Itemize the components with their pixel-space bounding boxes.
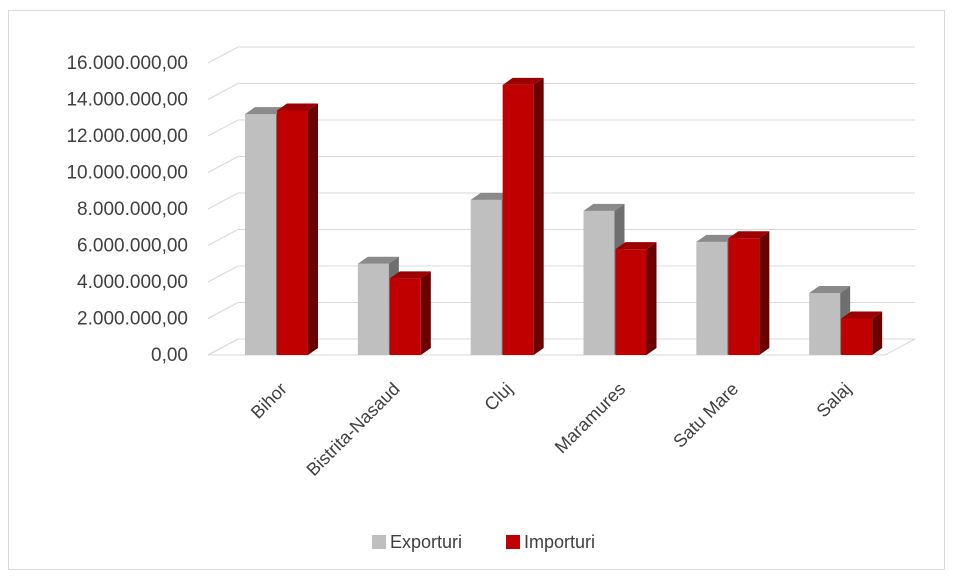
bar-top-face [389,271,431,279]
bar-side-face [646,242,657,355]
bar-exporturi-maramures [583,210,615,355]
bar-top-face [470,192,512,200]
bar-side-face [533,77,544,356]
y-tick-label: 2.000.000,00 [77,309,188,330]
bar-exporturi-satu-mare [696,241,728,355]
gridline-diagonal [207,46,239,64]
gridline-diagonal [207,338,239,356]
bar-top-face [809,285,851,293]
gridline-diagonal [207,265,239,283]
y-tick-label: 4.000.000,00 [77,272,188,293]
bar-exporturi-cluj [470,199,502,355]
gridline-diagonal [207,192,239,210]
legend-label-importuri: Importuri [524,532,595,552]
legend-label-exporturi: Exporturi [390,532,462,552]
bar-importuri-maramures [615,249,647,355]
x-tick-label: Bihor [247,379,291,423]
bar-importuri-bihor [277,110,308,355]
bar-exporturi-bistrita-nasaud [357,263,389,355]
bar-importuri-satu-mare [728,238,760,355]
bar-importuri-cluj [502,84,534,356]
bar-top-face [696,234,738,242]
x-tick-label: Salaj [813,379,855,421]
x-tick-label: Maramures [551,379,630,458]
bar-exporturi-salaj [809,292,841,355]
legend-swatch-exporturi [372,535,386,549]
bar-top-face [357,256,399,264]
bar-side-face [308,103,318,355]
gridline-diagonal [207,119,239,137]
x-tick-label: Satu Mare [669,379,742,452]
bar-top-face [615,242,657,250]
bar-top-face [277,103,318,111]
bar-top-face [583,203,625,211]
bar-importuri-salaj [841,318,873,355]
x-tick-label: Cluj [480,379,516,415]
gridline-diagonal [207,83,239,100]
bar-top-face [502,77,544,85]
bar-side-face [872,311,883,355]
y-tick-label: 16.000.000,00 [66,53,188,74]
y-tick-label: 12.000.000,00 [66,126,188,147]
gridline-diagonal [207,229,239,246]
legend-swatch-importuri [506,535,520,549]
bar-top-face [245,107,286,115]
y-tick-label: 14.000.000,00 [66,90,188,111]
bar-top-face [728,231,770,239]
y-tick-label: 10.000.000,00 [66,163,188,184]
bar-importuri-bistrita-nasaud [389,278,421,355]
bar-exporturi-bihor [245,114,276,355]
y-tick-label: 0,00 [151,345,188,366]
gridline-diagonal [207,302,239,319]
gridline-diagonal [207,156,239,173]
bar-side-face [420,271,431,355]
y-tick-label: 6.000.000,00 [77,236,188,257]
x-tick-label: Bistrita-Nasaud [303,379,404,480]
y-tick-label: 8.000.000,00 [77,199,188,220]
bar-side-face [759,231,770,355]
bar-top-face [841,311,883,319]
